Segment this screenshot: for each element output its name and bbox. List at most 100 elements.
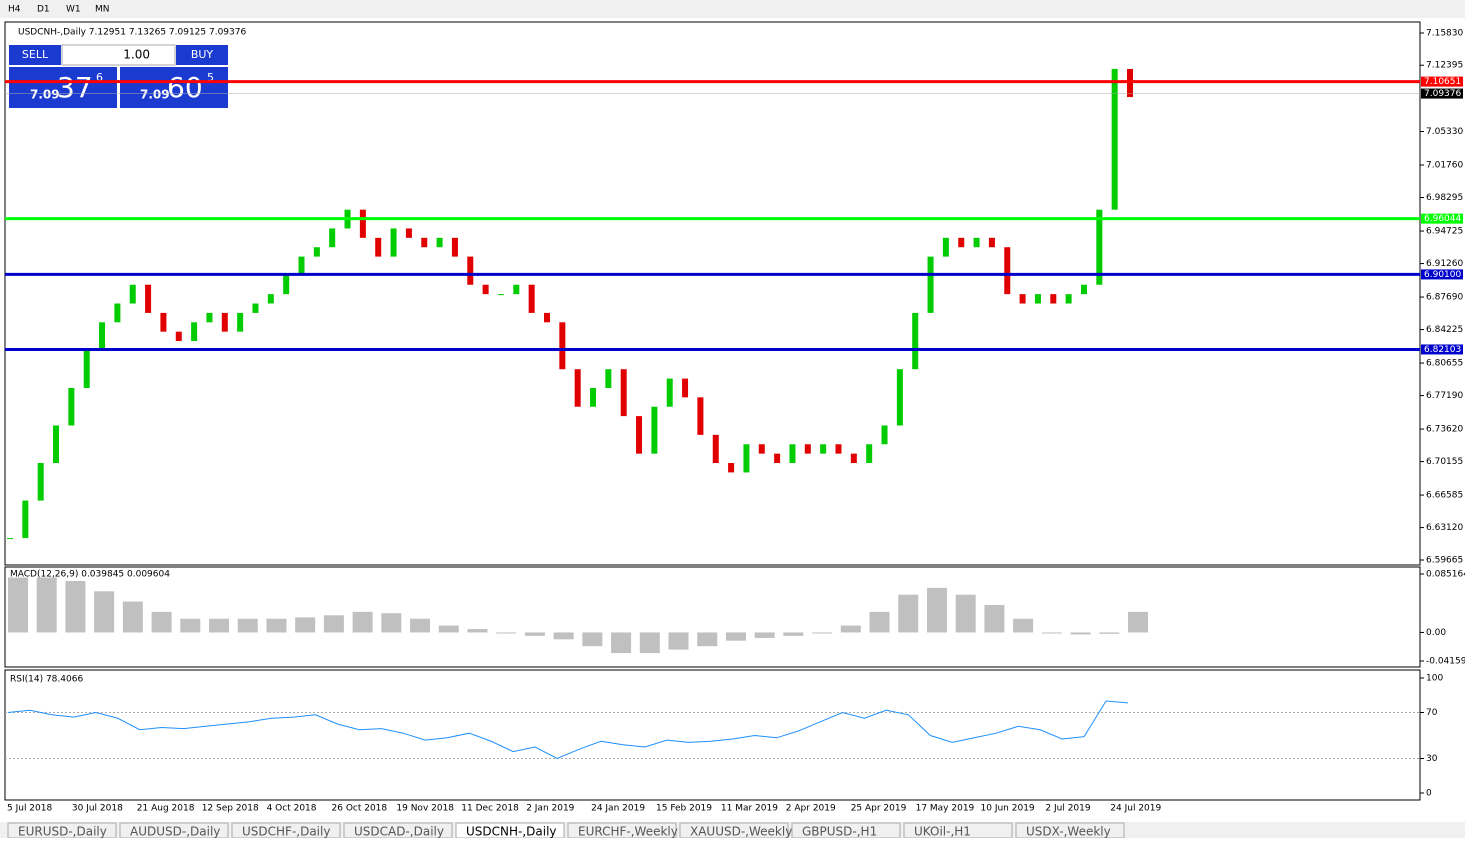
macd-tick-label: 0.00 — [1426, 628, 1446, 638]
tab-label: GBPUSD-,H1 — [802, 825, 877, 839]
rsi-tick-label: 100 — [1426, 674, 1443, 684]
candle — [559, 322, 566, 370]
x-tick-label: 24 Jul 2019 — [1110, 804, 1161, 814]
macd-bar — [955, 594, 976, 633]
macd-bar — [898, 594, 919, 633]
candle — [774, 453, 781, 464]
chart-title: USDCNH-,Daily 7.12951 7.13265 7.09125 7.… — [18, 28, 246, 38]
macd-bar — [754, 632, 775, 638]
macd-bar — [1041, 632, 1062, 634]
macd-bar — [209, 618, 230, 633]
sell-frac: 6 — [96, 71, 103, 84]
macd-bar — [94, 591, 115, 633]
macd-bar — [496, 632, 517, 634]
macd-label: MACD(12,26,9) 0.039845 0.009604 — [10, 570, 170, 580]
sell-pips: 37 — [57, 71, 93, 104]
sell-button[interactable] — [9, 45, 61, 65]
macd-bar — [812, 632, 833, 634]
candle — [866, 444, 873, 464]
tab-label: EURCHF-,Weekly — [578, 825, 678, 839]
macd-bar — [1070, 632, 1091, 635]
lot-text: 1.00 — [123, 48, 150, 62]
y-tick-label: 6.70155 — [1426, 457, 1463, 467]
candle — [436, 237, 443, 248]
candle — [543, 312, 550, 323]
candle — [927, 256, 934, 313]
sell-text: SELL — [22, 48, 49, 61]
macd-bar — [1128, 611, 1148, 633]
candle — [1111, 68, 1118, 210]
buy-button[interactable] — [176, 45, 228, 65]
tab-label: USDX-,Weekly — [1026, 825, 1111, 839]
x-tick-label: 11 Mar 2019 — [721, 804, 778, 814]
candle — [881, 425, 888, 445]
candle — [1034, 294, 1041, 304]
candle — [83, 350, 90, 388]
macd-bar — [984, 604, 1005, 633]
candle — [22, 500, 29, 539]
candle — [697, 397, 704, 435]
level-tag — [1421, 213, 1463, 224]
y-tick-label: 7.05330 — [1426, 127, 1463, 137]
macd-bar — [36, 577, 57, 633]
candle — [221, 312, 228, 332]
level-label: 6.90100 — [1424, 270, 1461, 280]
x-tick-label: 15 Feb 2019 — [656, 804, 712, 814]
candle — [1080, 284, 1087, 295]
candle — [145, 284, 152, 313]
buy-frac: 5 — [207, 71, 214, 84]
macd-bar — [668, 632, 689, 650]
lot-input[interactable] — [61, 44, 176, 66]
candle — [359, 209, 366, 238]
y-tick-label: 7.01760 — [1426, 161, 1463, 171]
macd-bar — [869, 611, 890, 633]
candle — [37, 463, 44, 501]
candle — [497, 294, 504, 296]
timeframe-button[interactable]: D1 — [37, 5, 50, 15]
macd-bar — [438, 625, 459, 633]
level-tag — [1421, 76, 1463, 87]
candle — [574, 369, 581, 407]
candle — [590, 387, 597, 407]
macd-pane — [4, 566, 1421, 668]
candle — [835, 444, 842, 454]
buy-price[interactable] — [120, 67, 228, 108]
candle — [191, 322, 198, 342]
x-tick-label: 24 Jan 2019 — [591, 804, 645, 814]
candle — [390, 228, 397, 257]
candle — [1096, 209, 1103, 285]
tab-label: EURUSD-,Daily — [18, 825, 107, 839]
candle — [7, 538, 13, 540]
x-tick-label: 2 Jul 2019 — [1045, 804, 1090, 814]
candle — [160, 312, 167, 332]
current-label: 7.09376 — [1424, 89, 1461, 99]
y-tick-label: 6.91260 — [1426, 259, 1463, 269]
macd-bar — [180, 618, 201, 633]
macd-bar — [381, 613, 402, 633]
x-tick-label: 21 Aug 2018 — [137, 804, 195, 814]
timeframe-button[interactable]: H4 — [8, 5, 21, 15]
macd-bar — [639, 632, 660, 654]
candle — [651, 406, 658, 454]
macd-bar — [1099, 632, 1120, 634]
timeframe-button[interactable]: W1 — [66, 5, 81, 15]
macd-bar — [410, 618, 431, 633]
x-tick-label: 12 Sep 2018 — [202, 804, 259, 814]
sell-price[interactable] — [9, 67, 117, 108]
macd-bar — [467, 629, 488, 633]
candle — [820, 444, 827, 454]
y-tick-label: 6.80655 — [1426, 359, 1463, 369]
rsi-tick-label: 30 — [1426, 754, 1438, 764]
candle — [528, 284, 535, 313]
tab-label: USDCHF-,Daily — [242, 825, 330, 839]
candle — [53, 425, 60, 464]
y-tick-label: 7.15830 — [1426, 29, 1463, 39]
macd-bar — [1013, 618, 1034, 633]
timeframe-button[interactable]: MN — [95, 5, 110, 15]
candle — [636, 416, 643, 454]
x-tick-label: 10 Jun 2019 — [981, 804, 1035, 814]
y-tick-label: 7.12395 — [1426, 61, 1463, 71]
macd-bar — [295, 617, 316, 633]
